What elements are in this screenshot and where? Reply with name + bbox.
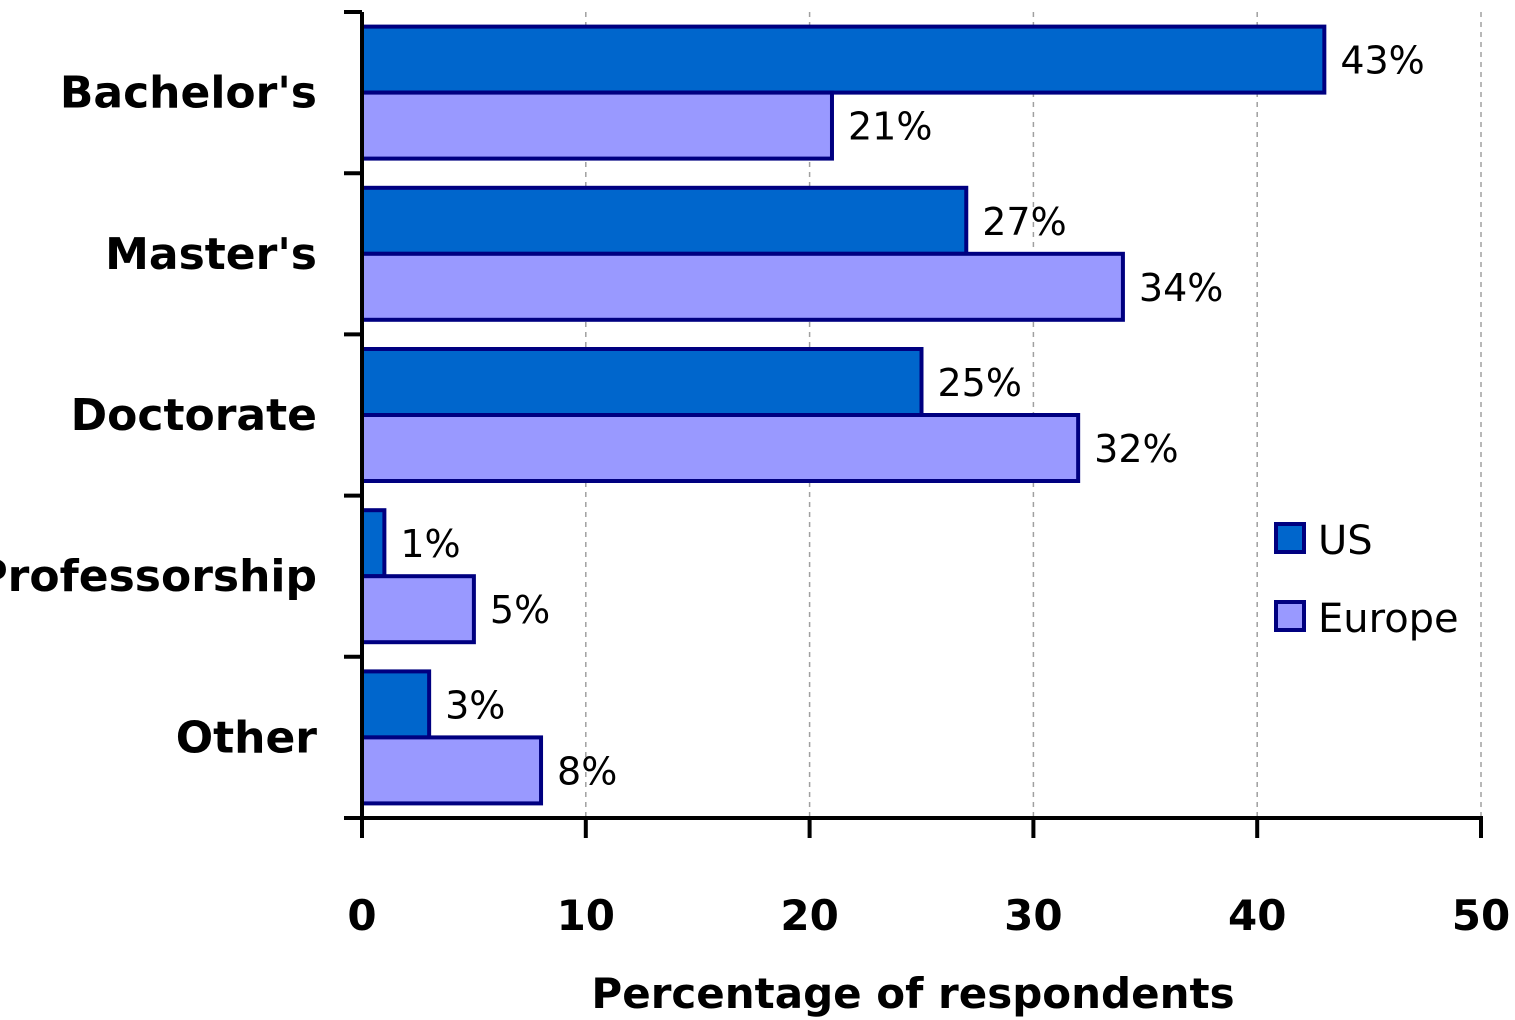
x-tick-label-4: 40: [1228, 891, 1286, 940]
bar-europe-3: [360, 574, 476, 645]
bar-us-0: [360, 24, 1327, 95]
bar-europe-1: [360, 251, 1125, 322]
bar-us-1: [360, 185, 969, 256]
data-label-europe-4: 8%: [557, 749, 617, 793]
bar-us-2: [360, 347, 924, 417]
category-label-3: Professorship: [0, 551, 317, 602]
legend-label-europe: Europe: [1318, 596, 1459, 642]
x-tick-label-1: 10: [557, 891, 615, 940]
x-tick-label-2: 20: [780, 891, 838, 940]
data-label-us-3: 1%: [400, 522, 460, 566]
category-label-4: Other: [176, 712, 318, 763]
data-label-us-2: 25%: [938, 361, 1022, 405]
data-label-europe-2: 32%: [1094, 427, 1178, 471]
labels: 43% 21% Bachelor's 27% 34% Master's 25% 32% Doct…: [0, 39, 1510, 940]
bars: [360, 24, 1327, 806]
data-label-europe-3: 5%: [490, 588, 550, 632]
bar-europe-4: [360, 735, 544, 806]
category-label-1: Master's: [105, 229, 317, 280]
legend-swatch-us: [1274, 522, 1306, 554]
category-label-0: Bachelor's: [60, 68, 317, 119]
legend-swatch-europe: [1274, 600, 1306, 632]
x-axis-title: Percentage of respondents: [591, 969, 1234, 1018]
category-label-2: Doctorate: [71, 390, 317, 441]
x-tick-label-3: 30: [1004, 891, 1062, 940]
bar-us-4: [360, 669, 432, 740]
data-label-europe-0: 21%: [848, 105, 932, 149]
bar-us-3: [360, 508, 387, 579]
legend-label-us: US: [1318, 518, 1373, 564]
x-tick-label-5: 50: [1452, 891, 1510, 940]
data-label-us-1: 27%: [982, 200, 1066, 244]
data-label-us-0: 43%: [1340, 39, 1424, 83]
data-label-us-4: 3%: [445, 683, 505, 727]
axes: [344, 10, 1483, 838]
legend: US Europe: [1274, 518, 1459, 642]
bar-europe-2: [360, 413, 1081, 483]
bar-europe-0: [360, 90, 834, 161]
data-label-europe-1: 34%: [1139, 266, 1223, 310]
x-tick-label-0: 0: [347, 891, 376, 940]
